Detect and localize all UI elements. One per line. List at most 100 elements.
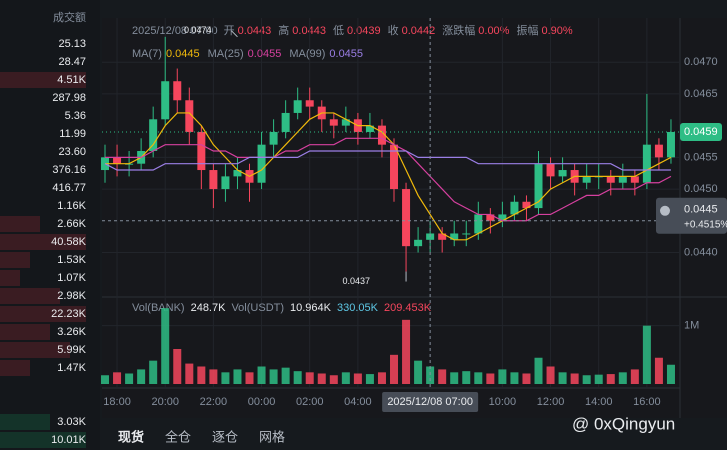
- time-tick-label: 18:00: [103, 396, 131, 408]
- candle-body: [534, 163, 543, 209]
- volume-bar: [101, 375, 110, 384]
- candle-body: [341, 119, 350, 126]
- ma-name: MA(7): [132, 48, 162, 60]
- price-tick-label: 0.0440: [684, 246, 718, 258]
- candle-body: [558, 170, 567, 177]
- volume-bar: [161, 308, 170, 384]
- time-tick-label: 22:00: [200, 396, 228, 408]
- trade-amount: 1.07K: [57, 272, 86, 284]
- depth-bar: [0, 252, 30, 268]
- time-tick-label: 12:00: [537, 396, 565, 408]
- ohlc-time: 2025/12/08 07:00: [132, 25, 218, 37]
- volume-bar: [281, 367, 290, 384]
- trade-tab[interactable]: 现货: [118, 429, 144, 444]
- time-tick-label: 04:00: [344, 396, 372, 408]
- time-tick-label: 10:00: [489, 396, 517, 408]
- chart-panel: [102, 18, 727, 418]
- depth-bar: [0, 216, 40, 232]
- trade-amount: 5.36: [65, 110, 86, 122]
- candle-body: [450, 233, 459, 240]
- candle-body: [654, 144, 663, 158]
- volume-bar: [402, 319, 411, 384]
- ma-name: MA(25): [208, 48, 244, 60]
- candle-body: [185, 100, 194, 132]
- trade-tab[interactable]: 网格: [259, 429, 285, 444]
- volume-legend: Vol(BANK): [132, 302, 185, 314]
- volume-bar: [414, 360, 423, 384]
- annotation-leader: [231, 30, 238, 38]
- ohlc-label: 低: [333, 24, 344, 37]
- volume-legend: 10.964K: [290, 302, 332, 314]
- candle-body: [510, 201, 519, 215]
- trade-tab[interactable]: 逐仓: [212, 429, 238, 444]
- candle-body: [402, 189, 411, 247]
- volume-bar: [185, 363, 194, 384]
- depth-bar: [0, 234, 86, 250]
- candle-body: [462, 233, 471, 235]
- volume-legend: 248.7K: [191, 302, 227, 314]
- volume-bar: [594, 374, 603, 384]
- time-tick-label: 00:00: [248, 396, 276, 408]
- volume-bar: [630, 369, 639, 384]
- volume-bar: [173, 349, 182, 384]
- time-tick-label: 14:00: [585, 396, 613, 408]
- ma-line: [104, 150, 671, 171]
- candle-body: [305, 100, 314, 107]
- volume-bar: [377, 372, 386, 384]
- add-order-button[interactable]: [660, 205, 670, 216]
- ma-line: [105, 112, 672, 241]
- trade-tab[interactable]: 全仓: [165, 429, 191, 444]
- trade-amount: 40.58K: [51, 236, 87, 248]
- candle-body: [329, 119, 338, 126]
- volume-bar: [618, 372, 627, 384]
- volume-bar: [582, 375, 591, 384]
- volume-bar: [498, 369, 507, 384]
- volume-bar: [209, 369, 218, 384]
- candle-body: [161, 81, 170, 120]
- depth-bar: [0, 270, 20, 286]
- volume-bar: [474, 372, 483, 384]
- candle-body: [474, 214, 483, 234]
- time-tick-label: 16:00: [633, 396, 661, 408]
- volume-bar: [365, 374, 374, 384]
- candle-body: [666, 131, 675, 158]
- trade-amount: 376.16: [52, 164, 86, 176]
- last-price: 0.0459: [684, 126, 718, 138]
- depth-bar: [0, 360, 30, 376]
- trade-amount: 3.26K: [57, 326, 86, 338]
- ohlc-label: 开: [224, 25, 235, 37]
- trade-amount: 3.03K: [57, 416, 86, 428]
- trade-amount: 1.16K: [57, 200, 86, 212]
- watermark: @ 0xQingyun: [572, 414, 675, 433]
- price-tick-label: 0.0450: [684, 183, 718, 195]
- candle-body: [293, 100, 302, 113]
- candle-body: [642, 144, 651, 183]
- volume-legend: 209.453K: [384, 302, 432, 314]
- volume-bar: [269, 369, 278, 384]
- candle-body: [606, 176, 615, 183]
- volume-bar: [233, 369, 242, 384]
- volume-bar: [197, 366, 206, 384]
- volume-bar: [522, 373, 531, 384]
- volume-bar: [642, 325, 651, 384]
- trade-amount: 1.53K: [57, 254, 86, 266]
- volume-bar: [149, 360, 158, 384]
- trade-amount: 4.51K: [57, 74, 86, 86]
- trade-amount: 22.23K: [51, 308, 87, 320]
- candle-body: [498, 214, 507, 221]
- trade-amount: 28.47: [58, 56, 86, 68]
- candle-body: [149, 119, 158, 152]
- ma-value: 0.0455: [329, 48, 363, 60]
- trade-amount: 287.98: [52, 92, 86, 104]
- candle-body: [582, 176, 591, 183]
- volume-bar: [341, 372, 350, 384]
- volume-bar: [462, 371, 471, 384]
- price-tick-label: 0.0455: [684, 151, 718, 163]
- candle-body: [269, 131, 278, 145]
- depth-bar: [0, 432, 86, 448]
- trade-amount: 11.99: [59, 128, 86, 140]
- volume-bar: [450, 372, 459, 384]
- ma-value: 0.0455: [248, 48, 282, 60]
- trade-amount: 2.66K: [57, 218, 86, 230]
